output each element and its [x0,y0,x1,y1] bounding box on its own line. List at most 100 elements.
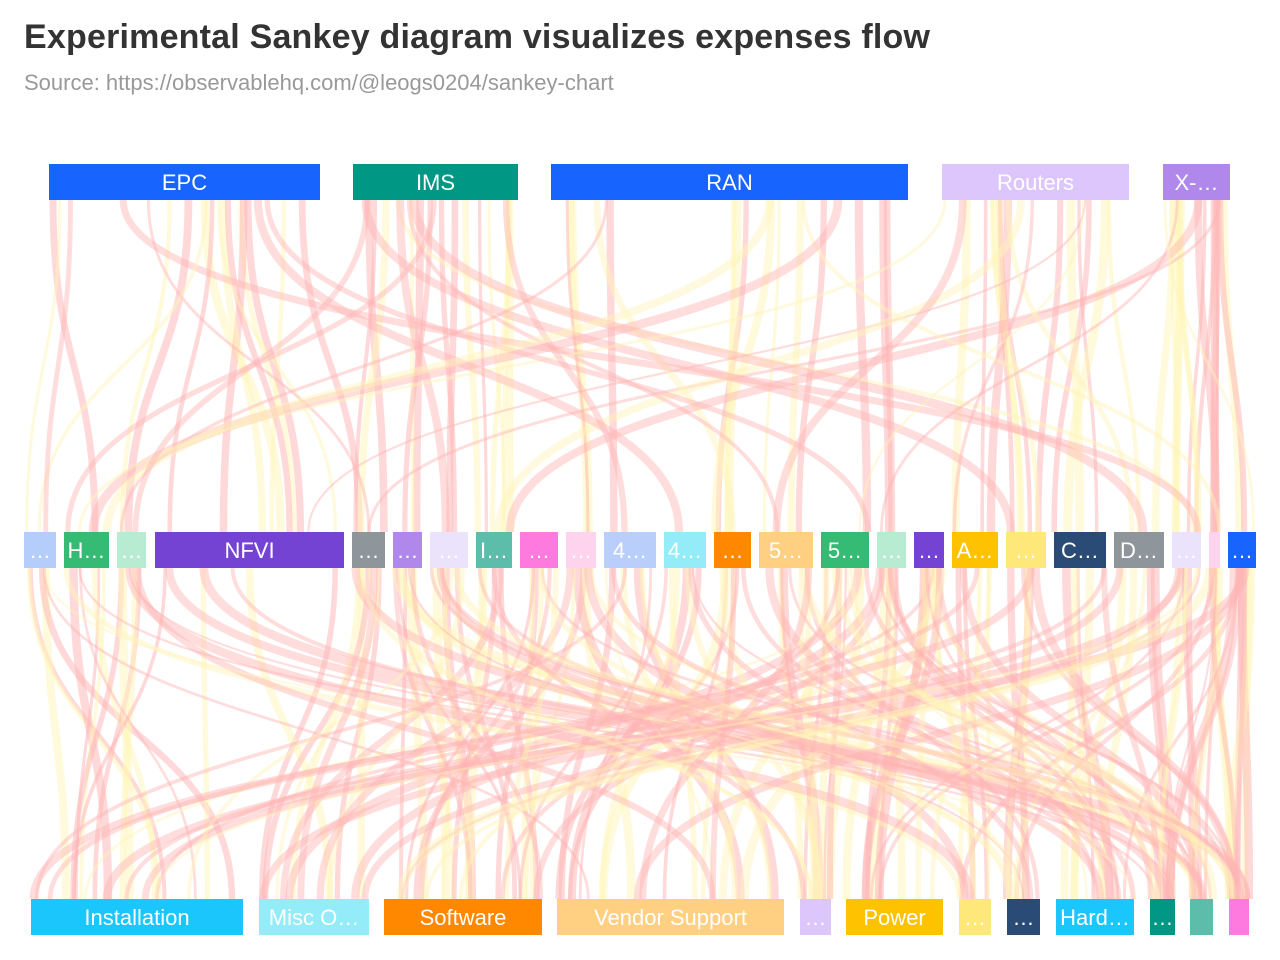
flow-link [849,567,1106,900]
flow-link [487,199,507,533]
node-rect [914,532,944,568]
node-rect [1163,164,1230,200]
flow-link [842,567,890,900]
sankey-node-middle-19[interactable]: C… [1054,532,1106,568]
sankey-node-middle-14[interactable]: 5… [821,532,869,568]
flow-link [353,199,377,533]
flow-link [800,567,1218,900]
flow-link [446,199,459,533]
sankey-node-middle-13[interactable]: 5… [759,532,813,568]
sankey-node-bottom-9[interactable]: … [1150,899,1175,935]
flow-link [593,199,736,533]
flow-link [102,567,1250,900]
node-rect [476,532,512,568]
sankey-node-middle-7[interactable]: I… [476,532,512,568]
sankey-node-middle-18[interactable]: … [1006,532,1046,568]
flow-link [230,567,1205,900]
sankey-node-top-2[interactable]: RAN [551,164,908,200]
node-label: … [397,538,419,563]
sankey-node-top-4[interactable]: X-… [1163,164,1230,200]
flow-link [962,567,989,900]
flow-link [1070,567,1127,900]
sankey-node-middle-2[interactable]: … [117,532,146,568]
sankey-nodes: EPC IMS RAN Routers X-… … H… … NFVI … … … I… … … 4… 4… … 5… [24,164,1256,935]
sankey-node-middle-15[interactable]: … [877,532,906,568]
sankey-node-bottom-2[interactable]: Software [384,899,542,935]
sankey-node-bottom-6[interactable]: … [959,899,991,935]
sankey-node-bottom-11[interactable] [1229,899,1249,935]
sankey-node-top-1[interactable]: IMS [353,164,518,200]
flow-link [772,199,967,533]
node-rect [551,164,908,200]
flow-link [741,567,1099,900]
flow-link [539,567,1022,900]
flow-link [1208,567,1239,900]
flow-link [883,199,896,533]
node-rect [1006,532,1046,568]
flow-link [1170,199,1179,533]
sankey-node-middle-21[interactable]: … [1172,532,1201,568]
sankey-node-middle-8[interactable]: … [520,532,558,568]
sankey-node-middle-12[interactable]: … [714,532,751,568]
sankey-node-middle-4[interactable]: … [352,532,385,568]
sankey-node-bottom-3[interactable]: Vendor Support [557,899,784,935]
flow-link [216,199,338,533]
flow-link [930,567,976,900]
flow-link [124,567,1107,900]
flow-link [1063,199,1110,533]
flow-link [1165,567,1218,900]
sankey-node-middle-11[interactable]: 4… [664,532,706,568]
node-rect [566,532,596,568]
node-rect [846,899,943,935]
node-label: … [964,905,986,930]
sankey-node-bottom-4[interactable]: … [800,899,831,935]
sankey-node-middle-0[interactable]: … [24,532,56,568]
sankey-node-middle-17[interactable]: A… [952,532,998,568]
flow-link [307,199,1087,533]
sankey-node-middle-16[interactable]: … [914,532,944,568]
flow-link [931,567,1177,900]
flow-link [1165,567,1239,900]
sankey-node-middle-23[interactable]: … [1228,532,1256,568]
node-rect [952,532,998,568]
flow-link [762,199,781,533]
sankey-node-bottom-5[interactable]: Power [846,899,943,935]
flow-link [788,567,1212,900]
flow-link [258,567,339,900]
sankey-node-middle-10[interactable]: 4… [604,532,656,568]
sankey-node-bottom-7[interactable]: … [1007,899,1040,935]
sankey-node-middle-20[interactable]: D… [1114,532,1164,568]
sankey-node-middle-3[interactable]: NFVI [155,532,344,568]
sankey-node-top-3[interactable]: Routers [942,164,1129,200]
node-label: 5… [769,538,803,563]
flow-link [134,567,716,900]
sankey-node-middle-9[interactable]: … [566,532,596,568]
flow-link [399,567,408,900]
flow-link [395,199,1196,533]
flow-link [491,567,806,900]
flow-link [688,567,1034,900]
sankey-node-middle-22[interactable] [1209,532,1220,568]
flow-link [280,567,504,900]
flow-link [69,567,113,900]
sankey-node-bottom-0[interactable]: Installation [31,899,243,935]
flow-link [854,199,872,533]
flow-link [878,567,1237,900]
node-label: C… [1061,538,1099,563]
flow-link [578,567,653,900]
node-rect [1172,532,1201,568]
flow-link [584,567,969,900]
flow-link [357,199,390,533]
flow-link [262,567,372,900]
sankey-node-middle-6[interactable]: … [430,532,468,568]
sankey-node-bottom-10[interactable] [1190,899,1213,935]
sankey-node-bottom-1[interactable]: Misc O… [259,899,369,935]
flow-link [462,199,481,533]
sankey-node-bottom-8[interactable]: Hard… [1056,899,1134,935]
flow-link [393,567,473,900]
node-label: D… [1120,538,1158,563]
sankey-node-middle-5[interactable]: … [393,532,422,568]
sankey-node-top-0[interactable]: EPC [49,164,320,200]
sankey-node-middle-1[interactable]: H… [64,532,109,568]
flow-link [79,567,106,900]
